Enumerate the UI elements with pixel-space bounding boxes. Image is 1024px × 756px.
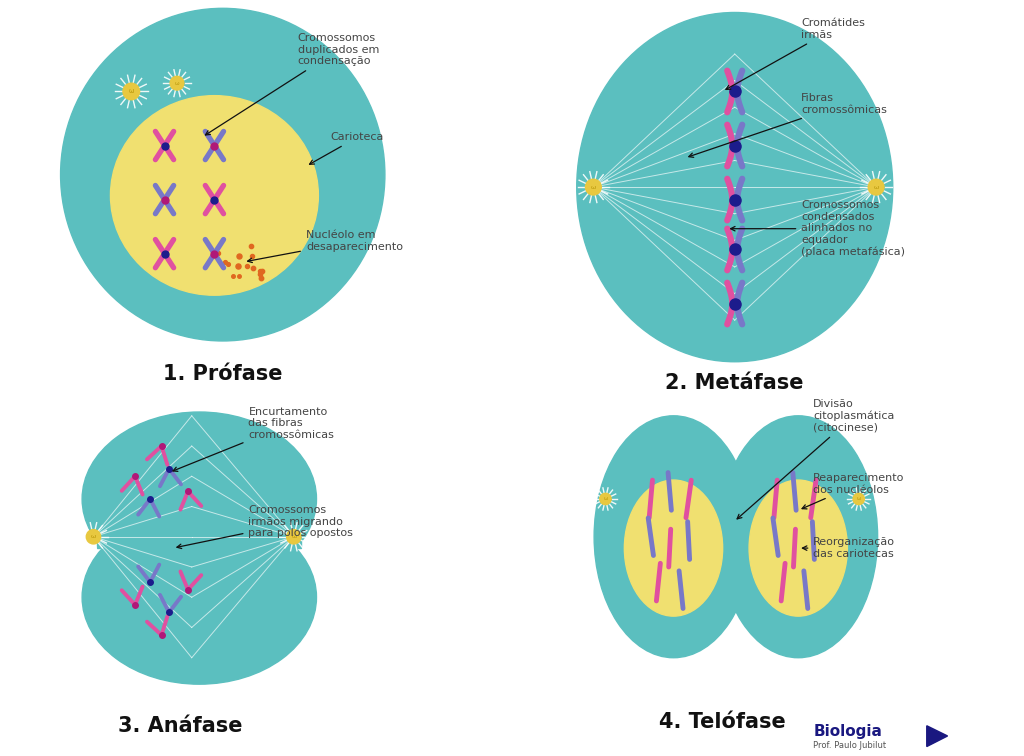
Polygon shape [97, 537, 301, 548]
Ellipse shape [111, 95, 318, 295]
Text: Encurtamento
das fibras
cromossômicas: Encurtamento das fibras cromossômicas [173, 407, 334, 471]
Circle shape [123, 83, 139, 100]
Text: Cromossomos
irmãos migrando
para polos opostos: Cromossomos irmãos migrando para polos o… [177, 505, 353, 549]
Circle shape [586, 179, 601, 195]
Text: 3. Anáfase: 3. Anáfase [118, 716, 243, 736]
Text: ω: ω [291, 534, 296, 539]
Text: Divisão
citoplasmática
(citocinese): Divisão citoplasmática (citocinese) [737, 399, 895, 519]
Circle shape [868, 179, 884, 195]
Ellipse shape [82, 412, 316, 586]
Ellipse shape [60, 8, 385, 341]
Text: Carioteca: Carioteca [309, 132, 384, 164]
Text: 2. Metáfase: 2. Metáfase [666, 373, 804, 392]
Ellipse shape [594, 416, 753, 658]
Circle shape [170, 76, 184, 90]
Text: ω: ω [603, 497, 607, 501]
Ellipse shape [577, 13, 893, 362]
Text: Nucléolo em
desaparecimento: Nucléolo em desaparecimento [248, 231, 402, 262]
Text: Prof. Paulo Jubilut: Prof. Paulo Jubilut [813, 741, 887, 750]
Circle shape [287, 530, 301, 544]
Text: ω: ω [91, 534, 96, 539]
Text: Cromossomos
duplicados em
condensação: Cromossomos duplicados em condensação [206, 33, 379, 135]
Text: 4. Telófase: 4. Telófase [659, 712, 786, 732]
Circle shape [600, 493, 611, 505]
Text: ω: ω [128, 88, 134, 94]
Ellipse shape [82, 510, 316, 684]
Text: ω: ω [175, 81, 179, 85]
Text: Cromátides
irmãs: Cromátides irmãs [726, 18, 865, 89]
Circle shape [853, 493, 864, 505]
Ellipse shape [750, 480, 848, 616]
Circle shape [86, 530, 100, 544]
Text: Biologia: Biologia [813, 724, 883, 739]
Ellipse shape [719, 416, 878, 658]
Text: Cromossomos
condensados
alinhados no
equador
(placa metafásica): Cromossomos condensados alinhados no equ… [730, 200, 905, 257]
Text: ω: ω [591, 184, 596, 190]
Text: ω: ω [873, 184, 879, 190]
Text: Reaparecimento
dos nucléolos: Reaparecimento dos nucléolos [802, 473, 905, 509]
Text: Fibras
cromossômicas: Fibras cromossômicas [689, 93, 887, 157]
Text: ω: ω [857, 497, 861, 501]
Text: 1. Prófase: 1. Prófase [163, 364, 283, 384]
Polygon shape [927, 726, 947, 747]
Ellipse shape [625, 480, 723, 616]
Text: Reorganização
das cariotecas: Reorganização das cariotecas [803, 538, 895, 559]
